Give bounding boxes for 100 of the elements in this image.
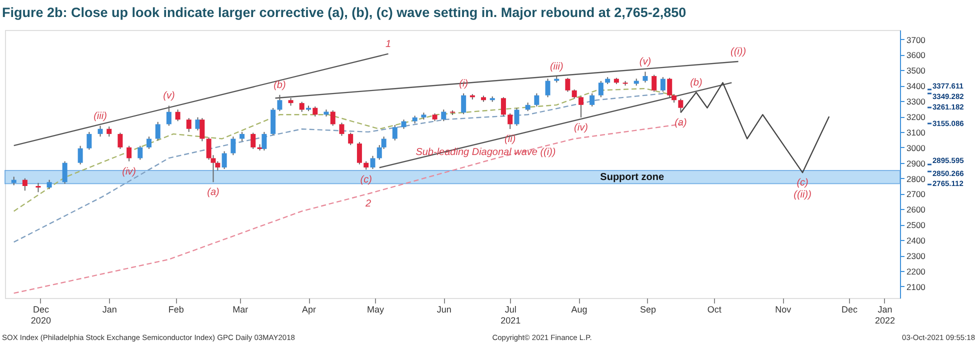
candlestick <box>262 131 267 151</box>
candlestick <box>330 110 336 126</box>
annotation: 2 <box>364 198 372 210</box>
y-tick-label: 3000 <box>906 142 926 153</box>
annotation: (iii) <box>550 61 564 72</box>
y-tick-label: 3600 <box>906 50 926 60</box>
y-tick-label: 2400 <box>906 236 926 246</box>
y-tick-label: 2500 <box>906 220 926 230</box>
x-tick-label: Dec <box>842 304 858 314</box>
y-tick-label: 2300 <box>906 251 926 262</box>
y-tick-label: 2200 <box>906 266 926 276</box>
annotation: (b) <box>274 80 286 91</box>
y-tick-label: 3300 <box>906 96 926 107</box>
annotation: ((i)) <box>730 46 746 58</box>
candlestick <box>62 160 68 184</box>
candlestick <box>572 88 577 100</box>
x-tick-label: Jun <box>436 304 452 314</box>
annotation: (a) <box>207 187 220 198</box>
candlestick <box>678 98 684 114</box>
candlestick <box>441 109 446 122</box>
candlestick <box>545 78 550 98</box>
x-tick-label: Nov <box>775 304 792 314</box>
candlestick <box>500 96 506 117</box>
y-tick-label: 2900 <box>906 158 926 168</box>
y-tick-label: 2700 <box>906 189 926 200</box>
candlestick <box>78 145 83 165</box>
annotation: 1 <box>385 38 392 50</box>
candlestick <box>155 121 160 141</box>
line-series <box>13 92 666 243</box>
candlestick <box>222 150 227 170</box>
candlestick <box>392 124 398 141</box>
annotation: (b) <box>690 77 702 88</box>
candlestick <box>348 132 354 146</box>
candlestick <box>401 119 406 130</box>
candlestick <box>642 71 648 84</box>
y-tick-label: 3100 <box>906 127 926 138</box>
candlestick <box>175 109 180 122</box>
candlestick <box>240 131 245 142</box>
x-tick-label: Jan <box>102 304 117 314</box>
candlestick <box>166 105 172 126</box>
candlestick <box>652 74 657 92</box>
candlestick <box>514 108 520 126</box>
y-tick-label: 3400 <box>906 81 926 92</box>
x-tick-label: May <box>366 304 384 314</box>
candlestick <box>590 92 595 107</box>
candlestick <box>195 116 200 131</box>
annotation: (ii) <box>504 134 516 146</box>
x-tick-label: Dec 2020 <box>30 304 51 326</box>
candlestick <box>46 179 52 190</box>
candlestick <box>356 141 362 165</box>
candlestick <box>277 94 282 112</box>
y-tick-label: 3200 <box>906 112 926 122</box>
x-tick-label: Mar <box>232 304 248 314</box>
candlestick <box>22 178 28 192</box>
x-tick-label: Feb <box>168 304 184 314</box>
y-tick-label: 2800 <box>906 174 926 184</box>
candlestick <box>118 132 123 150</box>
y-tick-label: 3700 <box>906 34 926 45</box>
candlestick <box>126 145 132 162</box>
annotation: (iv) <box>574 122 588 134</box>
candlestick <box>660 76 666 92</box>
annotation: (c) <box>796 178 808 189</box>
band-label: Support zone <box>600 172 664 184</box>
candlestick <box>86 131 92 150</box>
annotation: (iii) <box>94 110 107 122</box>
candlestick <box>299 101 304 112</box>
y-tick-label: 2600 <box>906 204 926 215</box>
candlestick <box>312 106 318 117</box>
annotation: ((ii)) <box>794 190 812 201</box>
candlestick <box>565 77 570 92</box>
x-tick-label: Aug <box>571 304 588 314</box>
annotation: (iv) <box>122 166 136 178</box>
y-tick-label: 2100 <box>906 282 926 292</box>
candlestick <box>186 118 192 132</box>
annotation: (a) <box>674 118 687 129</box>
x-tick-label: Sep <box>640 304 656 314</box>
annotation: (c) <box>360 174 372 186</box>
annotation: (v) <box>163 90 175 102</box>
candlestick <box>36 182 41 193</box>
candlestick <box>508 112 513 130</box>
candlestick <box>146 136 152 150</box>
candlestick <box>370 155 376 170</box>
candlestick <box>200 118 205 142</box>
candlestick <box>98 125 103 138</box>
y-tick-label: 3500 <box>906 66 926 76</box>
chart-title: Figure 2b: Close up look indicate larger corrective (a), (b), (c) wave setting in. Major rebound at 2,765-2,850 <box>2 4 686 20</box>
annotation: (v) <box>639 56 652 68</box>
candlestick <box>578 96 584 118</box>
candlestick <box>534 92 540 107</box>
x-tick-label: Jan 2022 <box>874 304 896 326</box>
candlestick <box>138 145 143 160</box>
candlestick <box>598 80 604 98</box>
x-tick-label: Oct <box>707 304 722 314</box>
x-tick-label: Jul 2021 <box>500 304 521 326</box>
candlestick <box>230 136 236 156</box>
x-tick-label: Apr <box>302 304 316 314</box>
candlestick <box>461 92 466 115</box>
candlestick <box>106 126 112 138</box>
candlestick <box>339 122 344 136</box>
candlestick <box>250 132 256 150</box>
